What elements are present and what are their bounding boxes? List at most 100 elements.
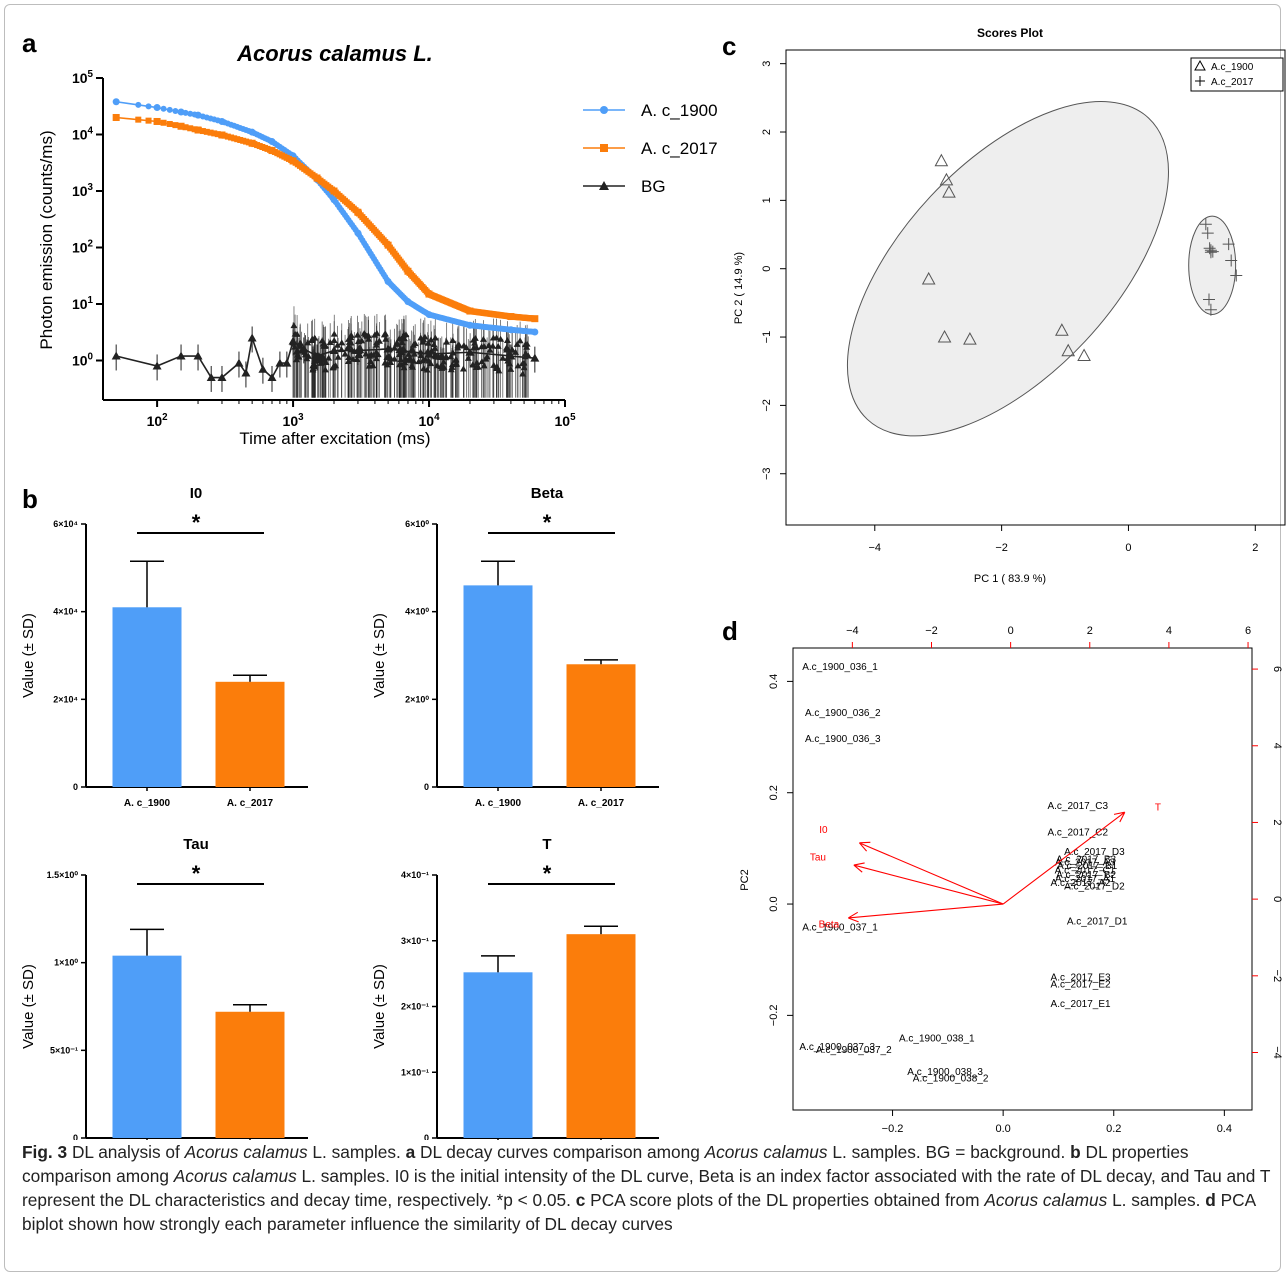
chart-a-bg-noise-point bbox=[503, 337, 511, 344]
chart-d-point-label: A.c_2017_C1 bbox=[1055, 866, 1116, 877]
chart-a-dense-marker bbox=[207, 129, 214, 136]
chart-a-bg-noise-point bbox=[459, 365, 467, 372]
chart-a-dense-marker bbox=[187, 125, 194, 132]
chart-a-dense-marker bbox=[172, 107, 179, 114]
chart-a-point bbox=[194, 126, 202, 134]
chart-a-point bbox=[206, 373, 216, 382]
caption-text-run: Acorus calamus bbox=[184, 1142, 308, 1162]
chart-a-y-tick-label: 103 bbox=[72, 182, 94, 199]
chart-a-bg-noise-point bbox=[474, 363, 482, 370]
chart-a-bg-noise-point bbox=[470, 336, 478, 343]
chart-a-point bbox=[330, 196, 338, 204]
chart-a-bg-noise-point bbox=[400, 335, 408, 342]
chart-a-legend-label: BG bbox=[641, 177, 666, 196]
chart-a-bg-noise-point bbox=[293, 351, 301, 358]
chart-a-bg-noise-point bbox=[401, 359, 409, 366]
chart-a-ylabel: Photon emission (counts/ms) bbox=[37, 130, 56, 349]
chart-a-line-square bbox=[116, 116, 535, 320]
chart-a-bg-noise-point bbox=[344, 358, 352, 365]
chart-b-Beta-y-tick-label: 0 bbox=[424, 782, 429, 792]
chart-a-bg-noise-point bbox=[424, 339, 432, 346]
chart-a-bg-noise-point bbox=[341, 350, 349, 357]
chart-a-legend-label: A. c_2017 bbox=[641, 139, 718, 158]
chart-a-bg-noise-point bbox=[334, 353, 342, 360]
chart-a-bg-noise-point bbox=[347, 339, 355, 346]
chart-c-legend-plus bbox=[1195, 76, 1205, 86]
chart-c-point-triangle bbox=[1077, 348, 1091, 362]
chart-a-point bbox=[234, 358, 244, 367]
chart-d-x-tick-label: 0.4 bbox=[1217, 1123, 1232, 1135]
chart-b-Beta-title: Beta bbox=[531, 485, 564, 502]
chart-a-point bbox=[354, 208, 362, 216]
chart-c-point-plus bbox=[1204, 303, 1217, 316]
chart-a-y-tick-label: 105 bbox=[72, 69, 94, 86]
chart-a-point bbox=[218, 117, 226, 125]
chart-a-x-tick-label: 103 bbox=[283, 412, 305, 429]
chart-d-x-tick-label: 0.0 bbox=[995, 1123, 1010, 1135]
chart-a-point bbox=[288, 336, 298, 345]
chart-d-x-tick-label: 0.2 bbox=[1106, 1123, 1121, 1135]
chart-b-Beta-ylabel: Value (± SD) bbox=[371, 613, 388, 698]
chart-d-y-tick-label: −0.2 bbox=[768, 1005, 780, 1027]
chart-a-bg-noise-point bbox=[514, 362, 522, 369]
chart-a-point bbox=[353, 346, 363, 355]
chart-a-point bbox=[289, 157, 297, 165]
chart-a-bg-noise-point bbox=[478, 343, 486, 350]
chart-a-legend-marker bbox=[600, 144, 608, 152]
chart-b-T-y-tick-label: 2×10⁻¹ bbox=[401, 1002, 429, 1012]
caption-text-run: L. samples. bbox=[1107, 1190, 1206, 1210]
chart-c-point-triangle bbox=[942, 185, 956, 198]
chart-b-I0-bar bbox=[112, 607, 182, 787]
chart-a-bg-noise-point bbox=[420, 365, 428, 372]
chart-b-T-ylabel: Value (± SD) bbox=[371, 964, 388, 1049]
chart-b-I0-x-tick-label: A. c_2017 bbox=[227, 798, 274, 809]
chart-d-right-tick-label: 4 bbox=[1271, 743, 1283, 749]
chart-a-dense-marker bbox=[228, 134, 235, 141]
chart-a-point bbox=[425, 311, 433, 319]
caption-text-run: PCA score plots of the DL properties obt… bbox=[585, 1190, 985, 1210]
caption-text-run: Acorus calamus bbox=[704, 1142, 828, 1162]
chart-b-T-y-tick-label: 0 bbox=[424, 1133, 429, 1140]
chart-d-point-label: A.c_1900_037_3 bbox=[799, 1042, 875, 1053]
chart-b-Tau-y-tick-label: 5×10⁻¹ bbox=[50, 1045, 78, 1055]
chart-b-T-y-tick-label: 4×10⁻¹ bbox=[401, 870, 429, 880]
chart-a-bg-noise-point bbox=[401, 356, 409, 363]
chart-a-bg-noise-point bbox=[292, 356, 300, 363]
chart-b-Beta-bar bbox=[566, 664, 636, 787]
chart-a-point bbox=[267, 373, 277, 382]
chart-a-dense-marker bbox=[214, 131, 221, 138]
chart-c-point-triangle bbox=[934, 153, 949, 167]
chart-b-Beta-y-tick-label: 2×10⁰ bbox=[405, 694, 429, 704]
chart-c-confidence-ellipse bbox=[846, 101, 1169, 437]
chart-b-Tau-title: Tau bbox=[183, 836, 209, 853]
chart-d-point-label: A.c_2017_C2 bbox=[1047, 828, 1108, 839]
chart-a-bg-noise-point bbox=[293, 330, 301, 337]
chart-a-bg-noise-point bbox=[390, 355, 398, 362]
chart-b-I0-y-tick-label: 4×10⁴ bbox=[53, 607, 78, 617]
chart-d-y-tick-label: 0.4 bbox=[768, 674, 780, 689]
chart-a-point bbox=[424, 349, 434, 358]
chart-a-point bbox=[466, 321, 474, 329]
chart-a-bg-noise-point bbox=[447, 366, 455, 373]
chart-b-T-bar bbox=[566, 934, 636, 1138]
chart-a-dense-marker bbox=[172, 122, 179, 129]
chart-a-point bbox=[312, 351, 322, 360]
chart-d-right-tick-label: −2 bbox=[1271, 970, 1283, 983]
chart-d-point-label: A.c_2017_C3 bbox=[1047, 801, 1108, 812]
chart-b-I0-bar bbox=[215, 681, 285, 787]
chart-c-point-triangle bbox=[1061, 343, 1076, 357]
chart-a-bg-noise-point bbox=[430, 341, 438, 348]
chart-a-dense-marker bbox=[145, 117, 152, 124]
chart-a-point bbox=[507, 313, 515, 321]
chart-a-bg-noise-point bbox=[473, 359, 481, 366]
chart-a-bg-noise-point bbox=[449, 336, 457, 343]
chart-a-legend-marker bbox=[600, 106, 608, 114]
chart-d-point-label: A.c_2017_D1 bbox=[1067, 917, 1128, 928]
chart-c-point-plus bbox=[1201, 227, 1214, 240]
chart-a-bg-noise-point bbox=[309, 362, 317, 369]
chart-d-point-label: A.c_2017_B2 bbox=[1056, 870, 1116, 881]
chart-a-point bbox=[177, 122, 185, 130]
chart-a-bg-noise-point bbox=[453, 360, 461, 367]
chart-c-legend-box bbox=[1190, 57, 1284, 92]
chart-a-bg-noise-point bbox=[410, 350, 418, 357]
